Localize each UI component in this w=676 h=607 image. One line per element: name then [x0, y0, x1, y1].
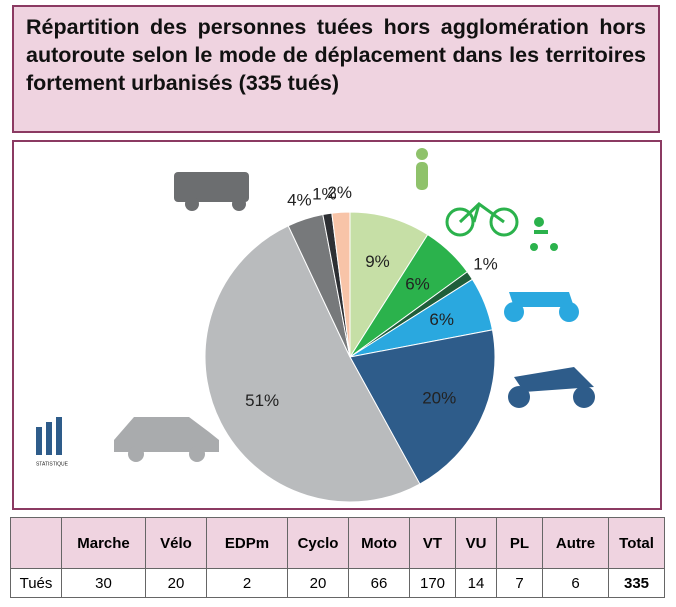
- cell-value: 170: [409, 568, 456, 598]
- walker-icon: [416, 148, 428, 190]
- cell-value: 66: [348, 568, 410, 598]
- slice-label: 2%: [327, 183, 352, 202]
- corner-cell: [10, 517, 62, 569]
- slice-label: 51%: [245, 391, 279, 410]
- slice-label: 20%: [422, 388, 456, 407]
- column-header: PL: [496, 517, 543, 569]
- cell-value: 14: [455, 568, 497, 598]
- slice-label: 6%: [405, 275, 430, 294]
- chart: STATISTIQUE 9%6%1%6%20%51%4% 1%2%: [36, 148, 595, 503]
- logo: STATISTIQUE: [36, 417, 69, 467]
- column-header: Total: [608, 517, 665, 569]
- slice-label: 4%: [287, 191, 312, 210]
- column-header: Vélo: [145, 517, 207, 569]
- cell-value: 7: [496, 568, 543, 598]
- pie-slice: [331, 211, 351, 358]
- cell-value: 20: [145, 568, 207, 598]
- bike-icon: [445, 202, 519, 237]
- column-header: Moto: [348, 517, 410, 569]
- row-label: Tués: [10, 568, 62, 598]
- chart-box: STATISTIQUE 9% 6% 1% 6% 20% 51% 4% 1% 2%: [12, 140, 662, 510]
- cell-value: 335: [608, 568, 665, 598]
- car-icon: [114, 417, 219, 462]
- van-icon: [174, 172, 249, 211]
- column-header: Marche: [61, 517, 146, 569]
- column-header: VU: [455, 517, 497, 569]
- cell-value: 2: [206, 568, 288, 598]
- title: Répartition des personnes tuées hors agg…: [12, 5, 660, 133]
- moped-icon: [504, 292, 579, 322]
- pie-slice: [204, 225, 421, 503]
- column-header: Autre: [542, 517, 609, 569]
- slice-label: 9%: [365, 252, 390, 271]
- pie-slice: [349, 211, 429, 359]
- slice-label: 1%: [312, 185, 337, 204]
- cell-value: 20: [287, 568, 349, 598]
- motorbike-icon: [508, 367, 595, 408]
- pie-slice: [349, 329, 496, 485]
- data-table: Marche Vélo EDPm Cyclo Moto VT VU PL Autre Total …: [10, 517, 665, 598]
- header-row: Marche Vélo EDPm Cyclo Moto VT VU PL Autre Total: [10, 517, 665, 569]
- column-header: Cyclo: [287, 517, 349, 569]
- column-header: VT: [409, 517, 456, 569]
- cell-value: 30: [61, 568, 146, 598]
- cell-value: 6: [542, 568, 609, 598]
- slice-label: 6%: [429, 310, 454, 329]
- scooter-icon: [530, 217, 558, 251]
- value-row: Tués 30 20 2 20 66 170 14 7 6 335: [10, 568, 665, 598]
- slice-label: 1%: [473, 254, 498, 273]
- svg-text:STATISTIQUE: STATISTIQUE: [36, 461, 69, 467]
- column-header: EDPm: [206, 517, 288, 569]
